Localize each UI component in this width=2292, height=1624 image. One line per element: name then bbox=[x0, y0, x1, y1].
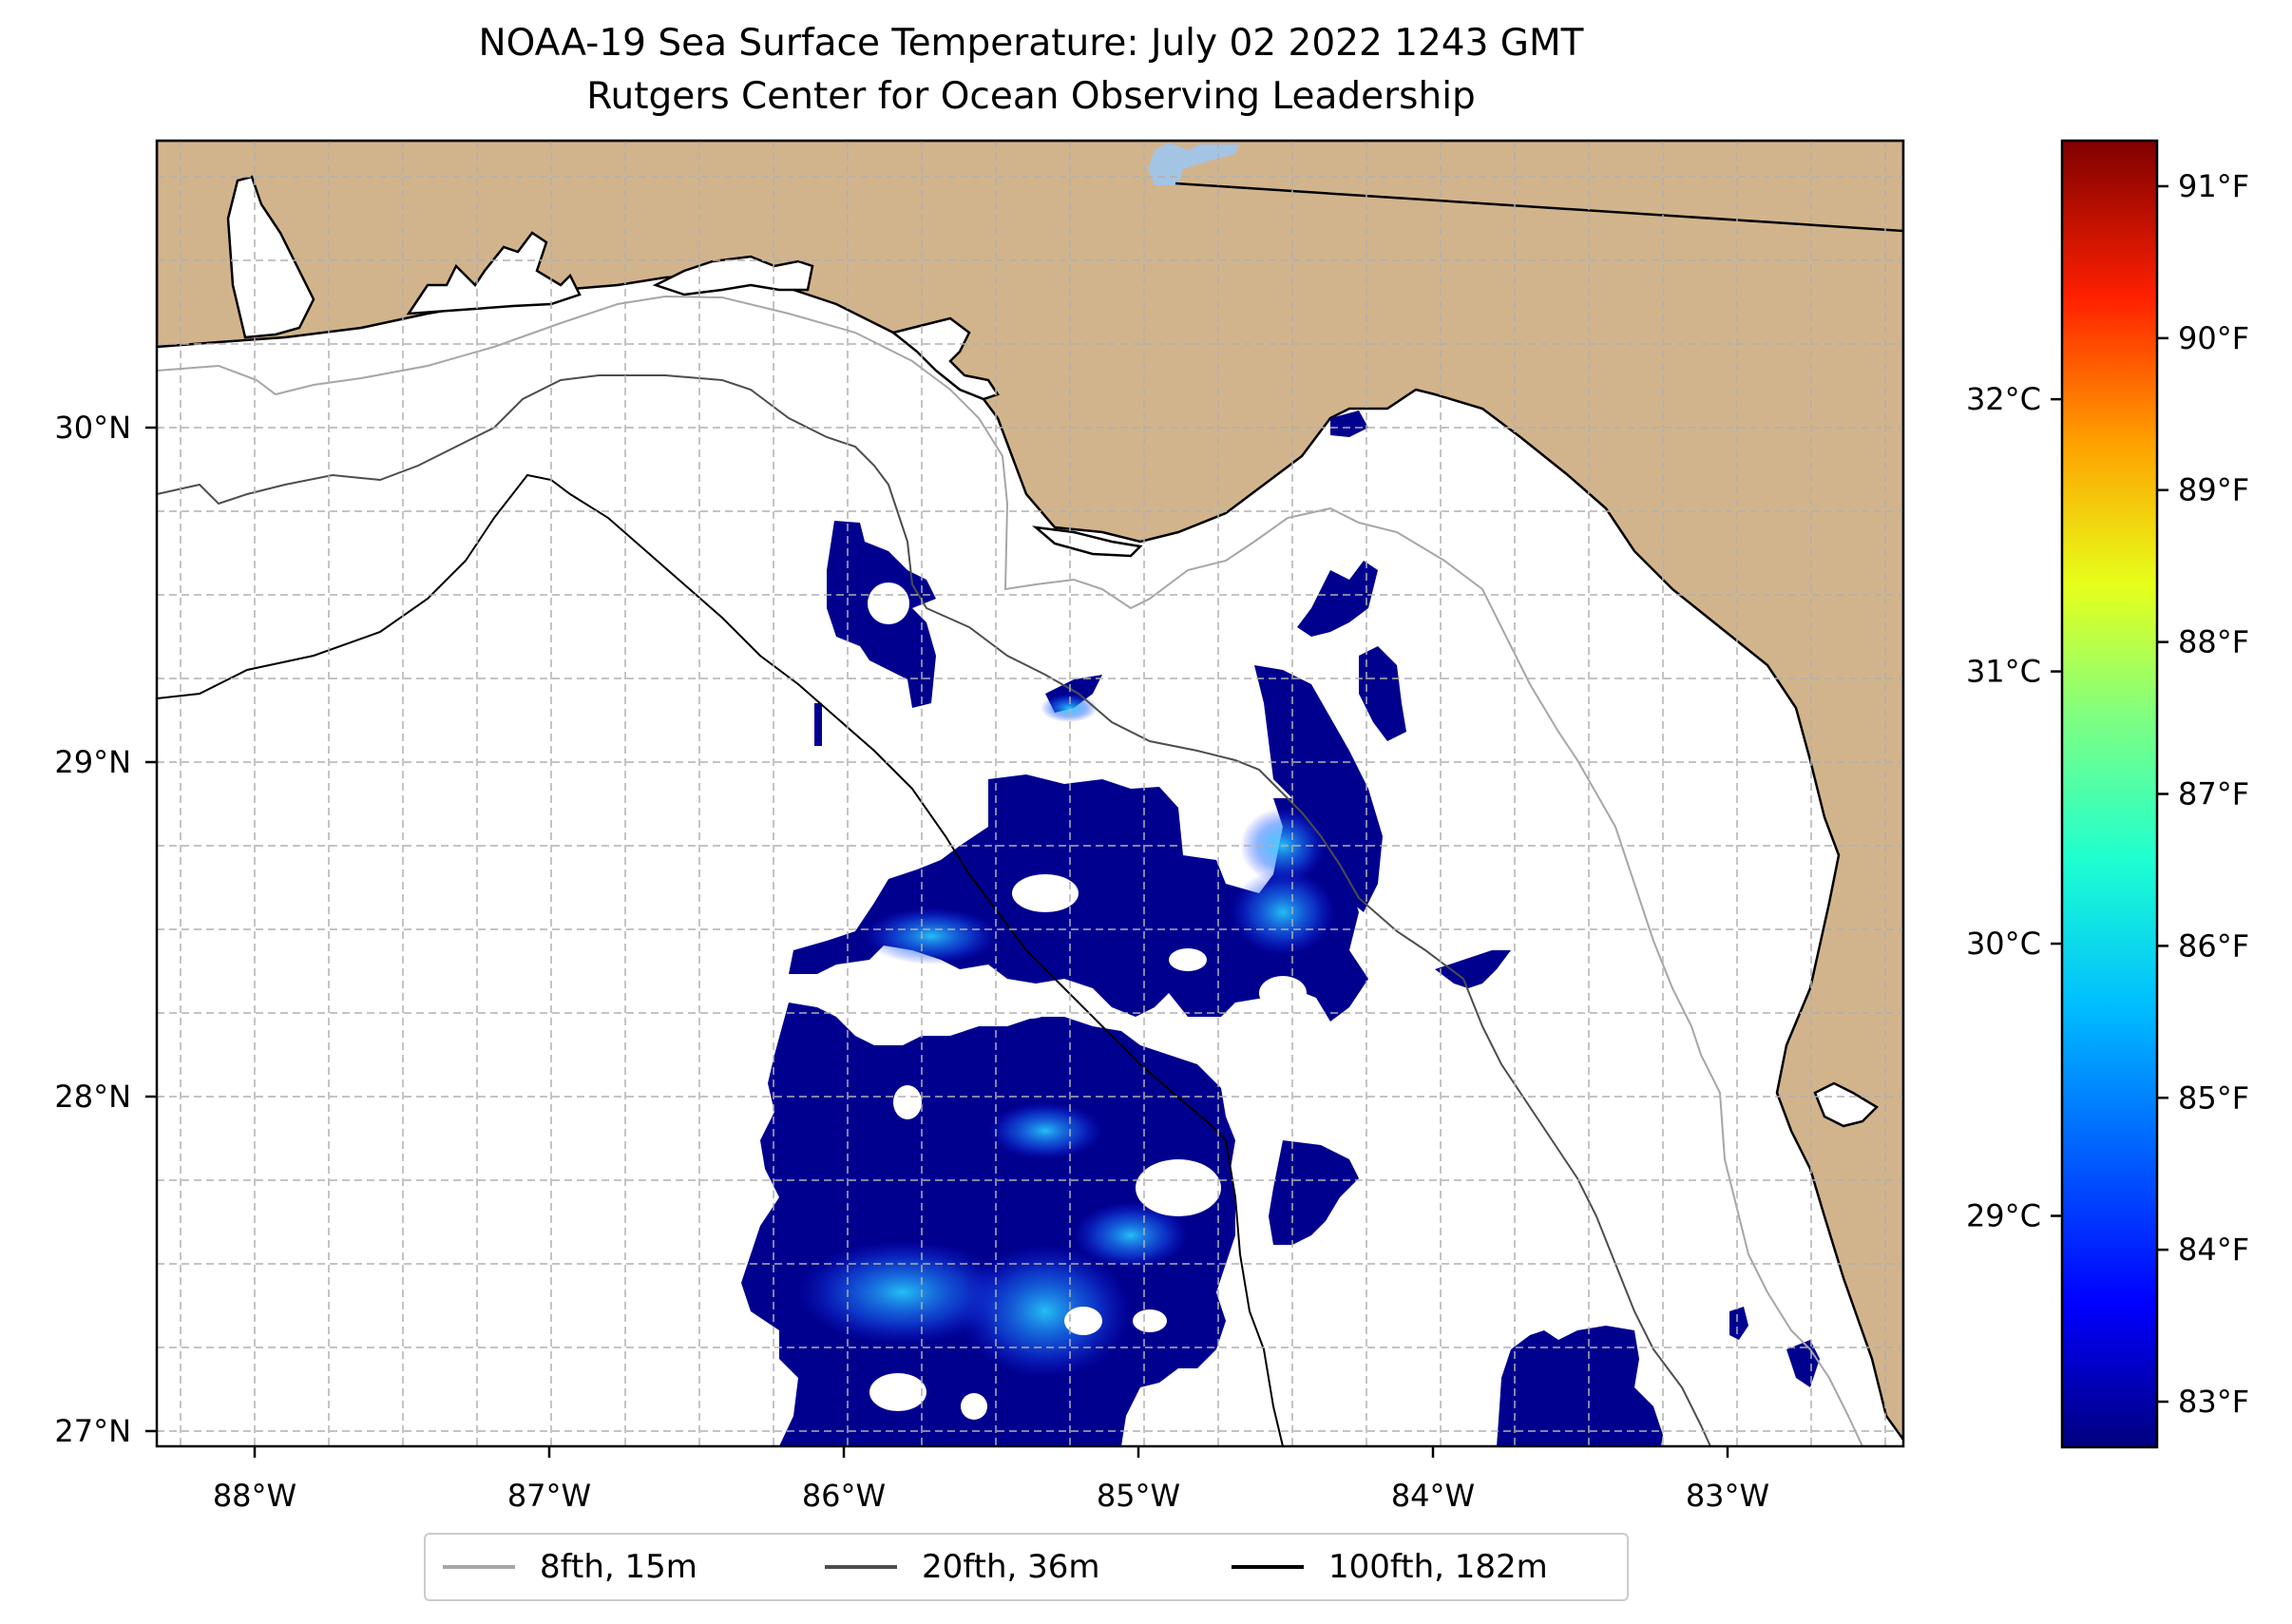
contour-20fth-36m bbox=[157, 374, 1711, 1446]
colorbar-f-label: 91°F bbox=[2178, 168, 2249, 204]
colorbar-f-label: 90°F bbox=[2178, 320, 2249, 356]
apalachicola-bay bbox=[1031, 525, 1143, 558]
colorbar-f-label: 88°F bbox=[2178, 624, 2249, 660]
mobile-bay bbox=[226, 175, 315, 339]
legend-swatch-8fth bbox=[443, 1565, 515, 1569]
st-andrew-bay bbox=[890, 316, 1000, 401]
contour-100fth-182m bbox=[157, 473, 1284, 1446]
sst-warm-area-3 bbox=[988, 1102, 1102, 1159]
colorbar-c-label: 32°C bbox=[1966, 381, 2041, 417]
sst-warm-area-5 bbox=[960, 1245, 1131, 1378]
lake-seminole bbox=[1148, 143, 1239, 185]
cloud-gap-8 bbox=[961, 1393, 987, 1420]
legend-label-20fth: 20fth, 36m bbox=[922, 1548, 1100, 1586]
colorbar-f-label: 89°F bbox=[2178, 472, 2249, 508]
legend-item-100fth: 100fth, 182m bbox=[1232, 1535, 1548, 1599]
sst-warm-area-6 bbox=[1074, 1202, 1188, 1269]
cloud-gap-10 bbox=[1012, 996, 1050, 1019]
x-tick-label: 85°W bbox=[1097, 1478, 1180, 1514]
contour-8fth-15m bbox=[157, 295, 1863, 1446]
sst-patch-far-east bbox=[1729, 1307, 1748, 1340]
sst-warm-highlights bbox=[798, 694, 1335, 1378]
sst-patch-northeast-1 bbox=[1297, 561, 1378, 637]
cloud-gap-1 bbox=[868, 583, 909, 624]
cloud-gap-3 bbox=[1169, 948, 1207, 971]
colorbar-c-label: 31°C bbox=[1966, 654, 2041, 690]
cloud-gap-2 bbox=[1012, 874, 1079, 912]
legend-label-8fth: 8fth, 15m bbox=[540, 1548, 697, 1586]
legend-swatch-100fth bbox=[1232, 1565, 1304, 1569]
y-tick-label: 29°N bbox=[54, 744, 131, 780]
legend-label-100fth: 100fth, 182m bbox=[1328, 1548, 1548, 1586]
colorbar bbox=[2060, 139, 2159, 1449]
cloud-gap-11 bbox=[893, 1085, 922, 1119]
x-axis-ticks: 88°W 87°W 86°W 85°W 84°W 83°W bbox=[213, 1446, 1769, 1514]
colorbar-f-label: 85°F bbox=[2178, 1079, 2249, 1116]
sst-patch-east-small bbox=[1435, 950, 1511, 988]
legend-swatch-20fth bbox=[825, 1565, 897, 1569]
x-tick-label: 86°W bbox=[802, 1478, 886, 1514]
colorbar-c-label: 29°C bbox=[1966, 1198, 2041, 1234]
y-tick-label: 27°N bbox=[54, 1413, 131, 1449]
map-frame bbox=[155, 139, 1905, 1448]
legend-item-20fth: 20fth, 36m bbox=[825, 1535, 1100, 1599]
sst-warm-area-4 bbox=[798, 1240, 1007, 1345]
sst-patch-east bbox=[1254, 665, 1383, 912]
colorbar-f-label: 84°F bbox=[2178, 1232, 2249, 1268]
map-title: NOAA-19 Sea Surface Temperature: July 02… bbox=[478, 22, 1584, 65]
map-subtitle: Rutgers Center for Ocean Observing Leade… bbox=[586, 75, 1476, 118]
tampa-bay bbox=[1813, 1081, 1880, 1128]
sst-patch-central bbox=[789, 774, 1368, 1022]
sst-warm-area-2 bbox=[1231, 869, 1335, 955]
colorbar-c-label: 30°C bbox=[1966, 926, 2041, 962]
cloud-gaps bbox=[868, 583, 1307, 1420]
y-axis-ticks: 30°N 29°N 28°N 27°N bbox=[54, 410, 157, 1449]
x-tick-label: 84°W bbox=[1391, 1478, 1475, 1514]
colorbar-f-label: 83°F bbox=[2178, 1384, 2249, 1420]
x-tick-label: 87°W bbox=[507, 1478, 591, 1514]
legend-item-8fth: 8fth, 15m bbox=[443, 1535, 697, 1599]
sst-patch-west-dot bbox=[814, 703, 822, 746]
sst-patch-north-small bbox=[1330, 411, 1368, 437]
pensacola-bay bbox=[406, 231, 582, 315]
y-tick-label: 28°N bbox=[54, 1079, 131, 1115]
map-gridlines bbox=[157, 141, 1903, 1446]
x-tick-label: 83°W bbox=[1686, 1478, 1769, 1514]
colorbar-fahrenheit-ticks: 91°F 90°F 89°F 88°F 87°F 86°F 85°F 84°F 83°F bbox=[2157, 168, 2249, 1420]
sst-patch-south-east-corner bbox=[1497, 1326, 1663, 1446]
contour-legend: 8fth, 15m 20fth, 36m 100fth, 182m bbox=[424, 1533, 1629, 1601]
cloud-gap-6 bbox=[1064, 1307, 1102, 1335]
cloud-gap-5 bbox=[1136, 1159, 1221, 1216]
x-tick-label: 88°W bbox=[213, 1478, 296, 1514]
sst-patch-southeast bbox=[1269, 1140, 1359, 1245]
colorbar-f-label: 86°F bbox=[2178, 927, 2249, 964]
cloud-gap-7 bbox=[869, 1373, 926, 1411]
sst-warm-area-1 bbox=[865, 908, 998, 965]
sst-warm-area-8 bbox=[1041, 694, 1098, 722]
y-tick-label: 30°N bbox=[54, 410, 131, 446]
sst-patch-northeast-2 bbox=[1359, 646, 1406, 741]
state-boundary-line bbox=[1175, 182, 1903, 233]
cloud-gap-4 bbox=[1259, 976, 1307, 1010]
cloud-gap-9 bbox=[1133, 1309, 1167, 1332]
colorbar-celsius-ticks: 32°C 31°C 30°C 29°C bbox=[1966, 381, 2062, 1234]
colorbar-f-label: 87°F bbox=[2178, 776, 2249, 812]
